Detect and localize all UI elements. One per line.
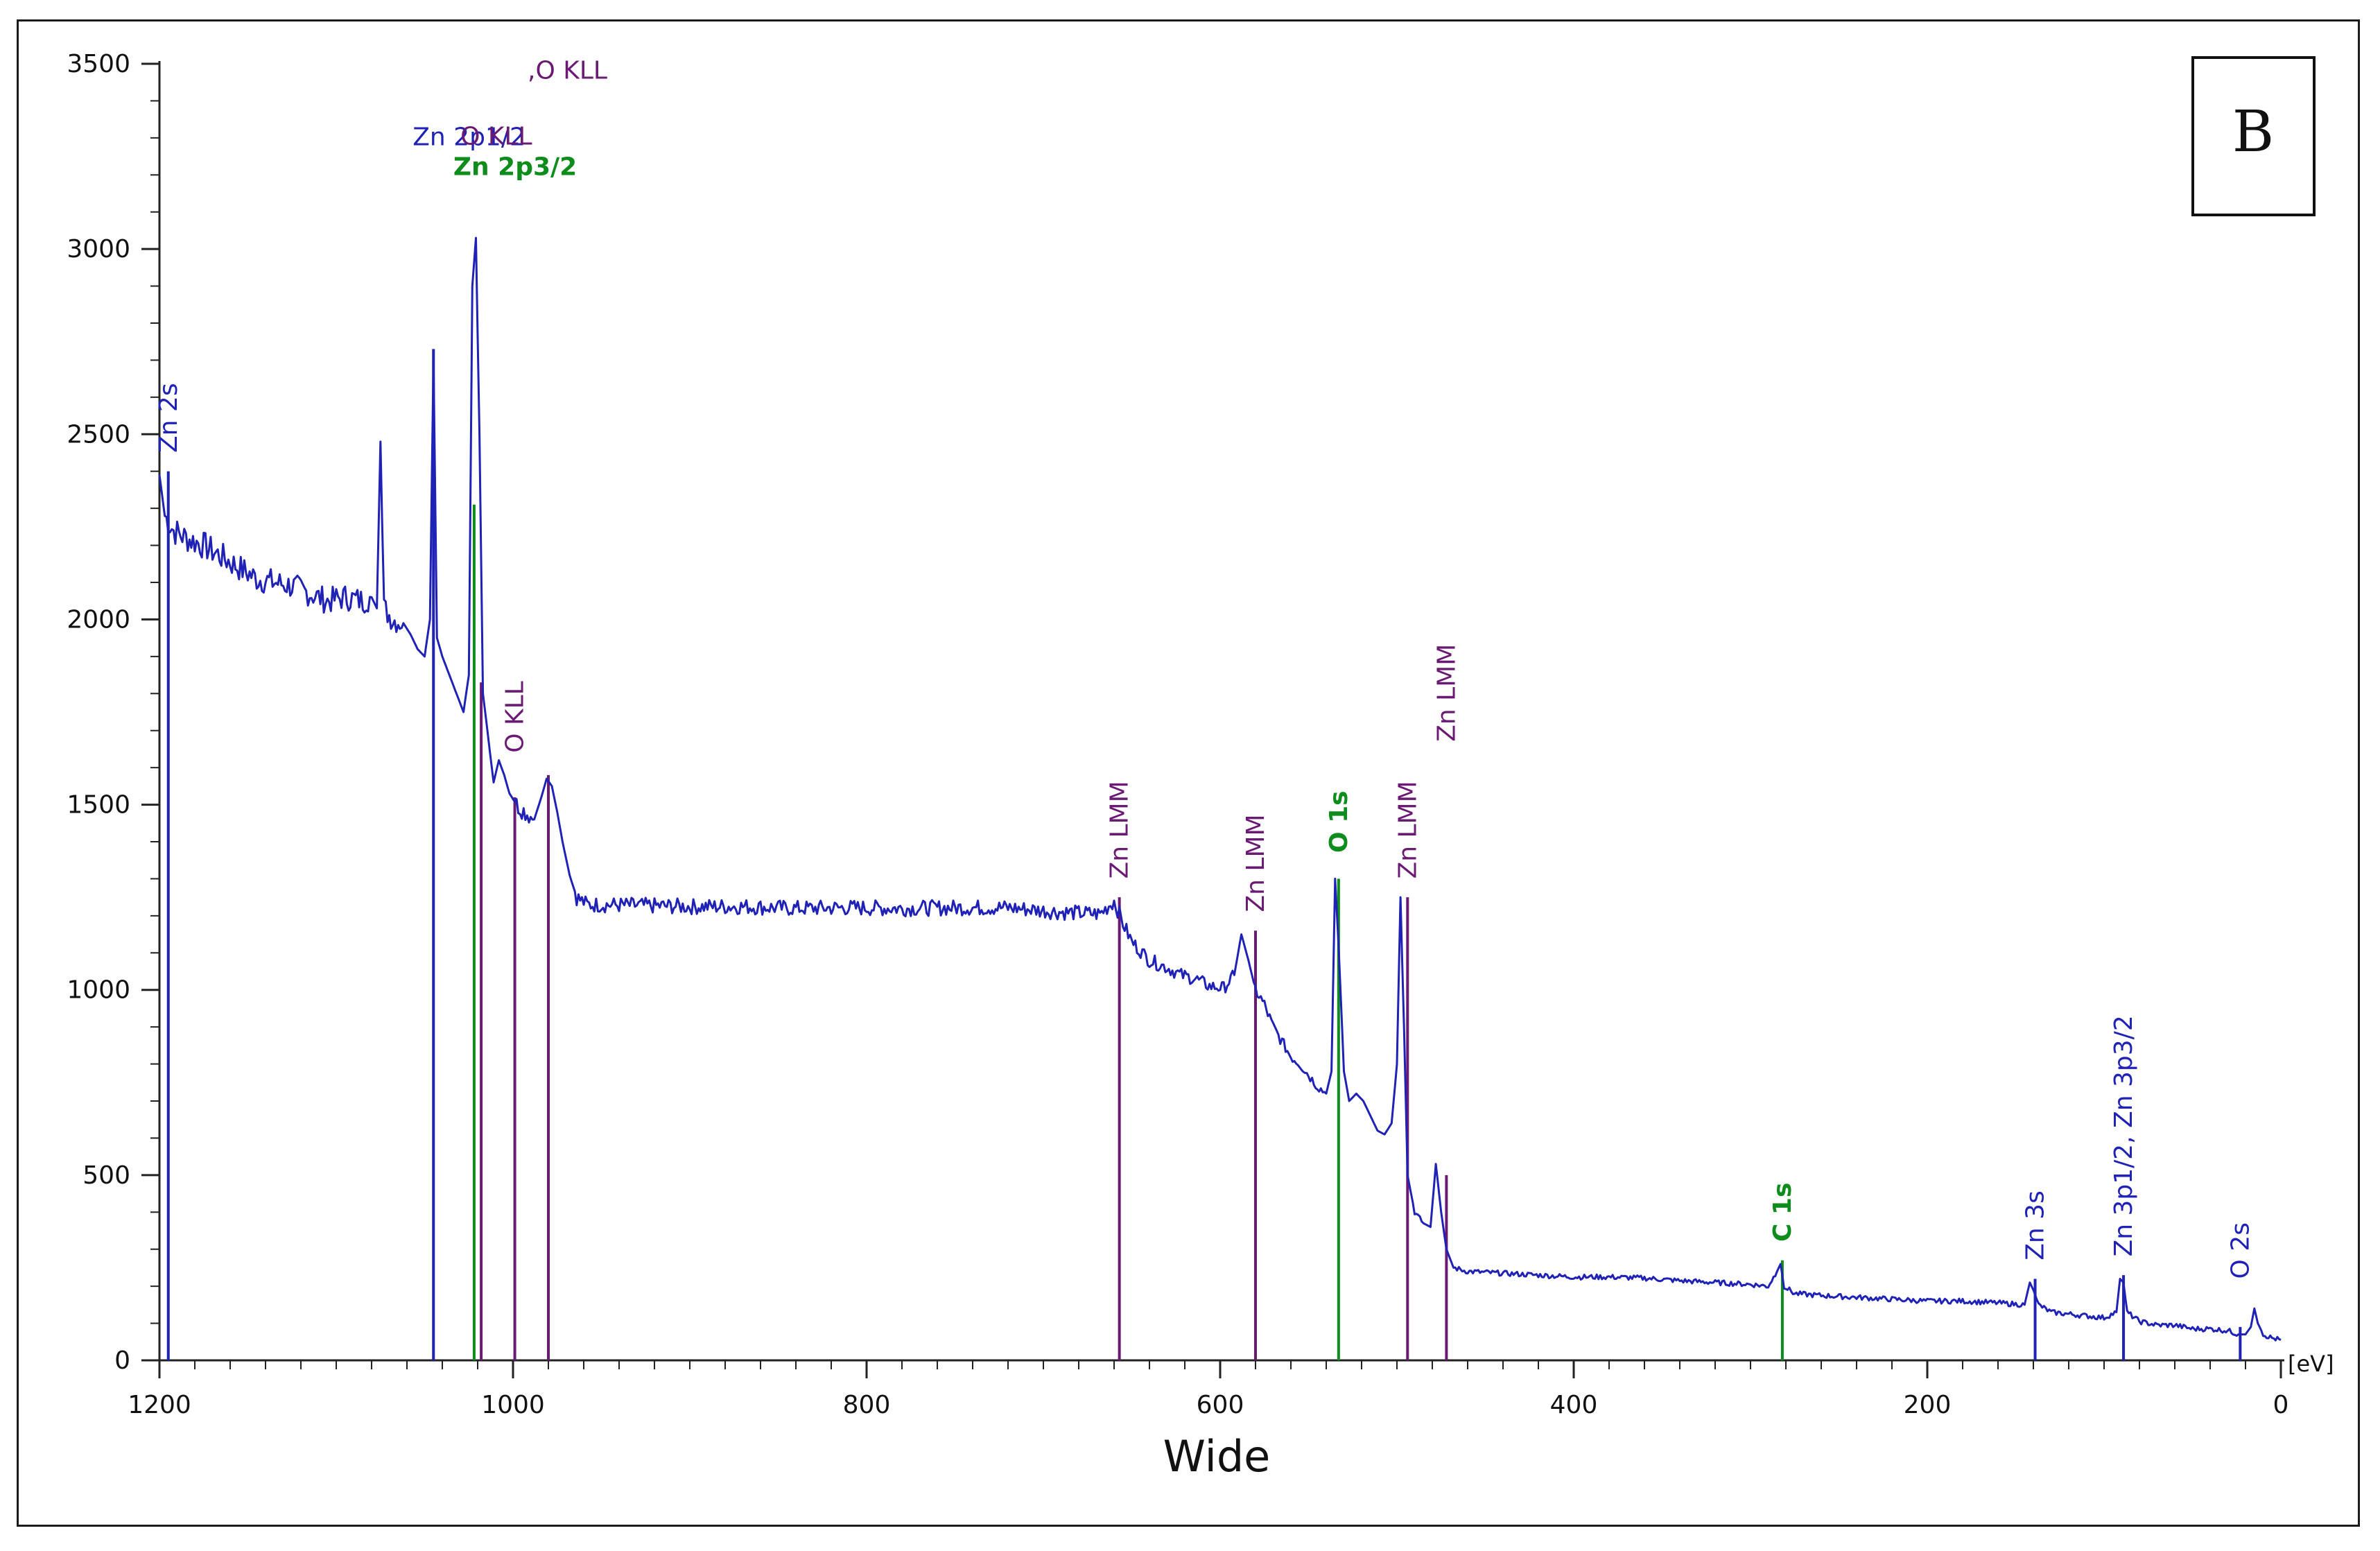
peak-label: C 1s (1769, 1183, 1797, 1242)
y-tick-label: 2500 (67, 420, 130, 449)
panel-label: B (2232, 99, 2274, 165)
series-layer (158, 236, 2282, 1342)
y-tick-label: 3500 (67, 50, 130, 78)
peak-label: Zn LMM (1432, 644, 1461, 742)
x-tick-label: 1200 (128, 1391, 191, 1419)
peak-labels: Zn 2s Zn 2p1/2Zn 2p3/2 O KLL O KLL ,O KLL Zn … (155, 56, 2255, 1279)
peak-label: Zn 3s (2022, 1190, 2050, 1260)
x-tick-label: 600 (1197, 1391, 1244, 1419)
series-line (158, 236, 2282, 1342)
peak-label: Zn 3p1/2, Zn 3p3/2 (2110, 1015, 2138, 1256)
peak-label: Zn 2p3/2 (453, 153, 577, 181)
x-tick-label: 0 (2273, 1391, 2289, 1419)
y-tick-label: 2000 (67, 605, 130, 634)
x-tick-label: 1000 (481, 1391, 545, 1419)
peak-label: Zn LMM (1393, 781, 1422, 878)
x-unit-label: [eV] (2288, 1351, 2334, 1377)
y-tick-label: 500 (82, 1161, 130, 1190)
y-tick-label: 1500 (67, 791, 130, 820)
y-tick-label: 0 (114, 1346, 130, 1375)
peak-label: O KLL (501, 681, 530, 753)
panel-label-box (2191, 56, 2316, 216)
x-axis-title: Wide (1163, 1431, 1271, 1482)
y-tick-label: 3000 (67, 235, 130, 263)
peak-markers (166, 349, 2242, 1360)
peak-label: Zn 2p1/2 (412, 123, 525, 152)
x-tick-label: 200 (1904, 1391, 1952, 1419)
peak-label: O 2s (2226, 1222, 2255, 1279)
x-tick-label: 400 (1550, 1391, 1598, 1419)
figure-frame (17, 19, 2360, 1527)
peak-label: Zn 2s (155, 383, 183, 453)
peak-label: O KLL (460, 122, 532, 150)
peak-label: Zn LMM (1242, 814, 1270, 912)
x-tick-label: 800 (843, 1391, 891, 1419)
peak-label: Zn LMM (1106, 781, 1134, 878)
peak-label: ,O KLL (528, 56, 607, 85)
y-tick-label: 1000 (67, 976, 130, 1005)
peak-label: O 1s (1325, 790, 1353, 853)
